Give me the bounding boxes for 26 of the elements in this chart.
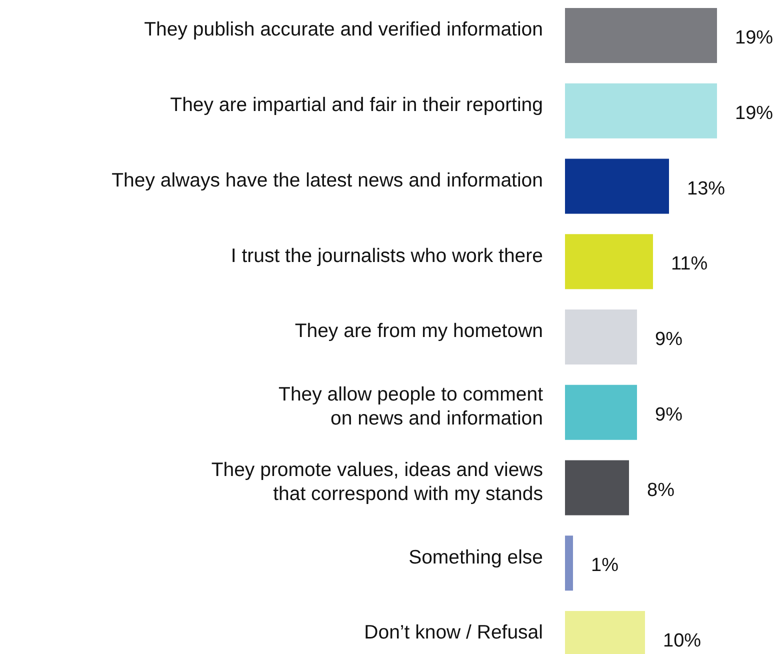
data-label: 10% (663, 630, 702, 652)
y-tick-label: They promote values, ideas and views that correspond with my stands (211, 458, 544, 505)
y-tick-label: Something else (408, 546, 543, 568)
bar (565, 536, 573, 591)
y-tick-label: Don’t know / Refusal (364, 622, 543, 644)
data-label: 11% (671, 254, 708, 275)
bar (565, 384, 637, 440)
bar (565, 8, 717, 64)
data-label: 19% (735, 28, 774, 49)
y-tick-label: They are impartial and fair in their reporting (170, 94, 543, 116)
y-tick-label: I trust the journalists who work there (230, 244, 543, 267)
data-label: 19% (735, 102, 774, 124)
y-tick-label: They publish accurate and verified information (144, 18, 543, 41)
data-label: 1% (591, 555, 619, 576)
y-tick-label: They allow people to comment on news and information (278, 384, 544, 430)
data-label: 9% (655, 404, 683, 426)
bar (565, 309, 637, 365)
data-label: 9% (655, 329, 683, 350)
bar (565, 234, 653, 290)
data-label: 8% (647, 480, 675, 501)
y-tick-label: They always have the latest news and information (112, 169, 543, 192)
y-tick-label: They are from my hometown (294, 320, 543, 342)
bar (565, 83, 717, 138)
data-label: 13% (687, 178, 726, 200)
bar (565, 158, 669, 214)
bar (565, 460, 629, 516)
